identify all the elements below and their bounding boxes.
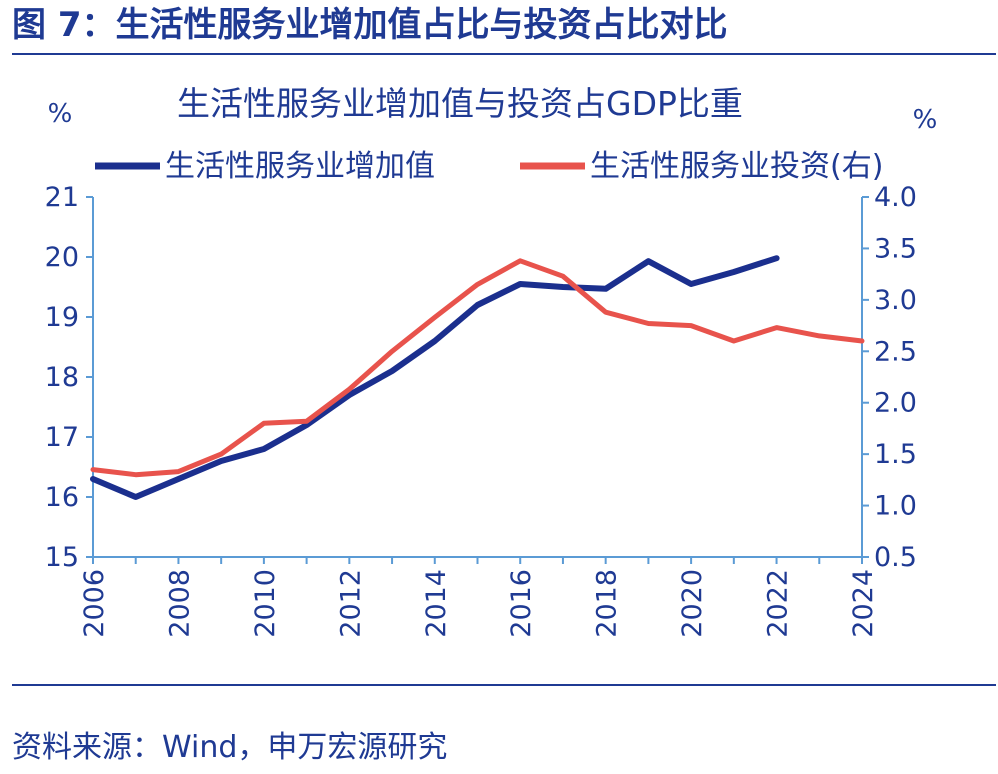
right-tick-label: 3.0 xyxy=(874,285,917,316)
right-tick-label: 0.5 xyxy=(874,542,917,573)
left-tick-label: 16 xyxy=(45,482,79,513)
series-lines xyxy=(90,255,865,500)
right-axis-unit: % xyxy=(913,105,938,135)
chart-title: 生活性服务业增加值与投资占GDP比重 xyxy=(177,84,743,123)
series-line-1 xyxy=(90,255,780,500)
x-tick-label: 2024 xyxy=(848,569,879,638)
left-tick-label: 18 xyxy=(45,362,79,393)
x-tick-label: 2018 xyxy=(592,569,623,638)
right-tick-label: 4.0 xyxy=(874,182,917,213)
left-tick-label: 21 xyxy=(45,182,79,213)
x-tick-label: 2012 xyxy=(335,569,366,638)
right-tick-label: 2.0 xyxy=(874,388,917,419)
legend: 生活性服务业增加值 生活性服务业投资(右) xyxy=(95,149,883,184)
right-tick-label: 2.5 xyxy=(874,336,917,367)
right-tick-label: 3.5 xyxy=(874,233,917,264)
bottom-rule xyxy=(12,684,996,686)
right-tick-label: 1.0 xyxy=(874,491,917,522)
x-tick-label: 2006 xyxy=(79,569,110,638)
left-tick-label: 20 xyxy=(45,242,79,273)
series-line-2 xyxy=(90,258,865,478)
right-tick-label: 1.5 xyxy=(874,439,917,470)
line-chart: 生活性服务业增加值与投资占GDP比重 % % 生活性服务业增加值 生活性服务业投… xyxy=(45,84,938,638)
x-tick-label: 2008 xyxy=(164,569,195,638)
left-tick-label: 19 xyxy=(45,302,79,333)
axes: 15 16 17 18 19 20 21 0.5 1.0 1.5 2.0 2.5 3.0 3.5 4.0 20… xyxy=(45,182,917,638)
top-rule xyxy=(12,53,996,55)
legend-label-series-2: 生活性服务业投资(右) xyxy=(590,149,883,184)
left-axis-unit: % xyxy=(48,99,73,129)
x-tick-label: 2010 xyxy=(250,569,281,638)
x-tick-label: 2020 xyxy=(677,569,708,638)
x-tick-label: 2016 xyxy=(506,569,537,638)
figure-title: 图 7：生活性服务业增加值占比与投资占比对比 xyxy=(12,5,728,45)
x-tick-label: 2022 xyxy=(763,569,794,638)
left-tick-label: 17 xyxy=(45,422,79,453)
source-note: 资料来源：Wind，申万宏源研究 xyxy=(12,730,448,765)
left-tick-label: 15 xyxy=(45,542,79,573)
x-tick-label: 2014 xyxy=(421,569,452,638)
legend-label-series-1: 生活性服务业增加值 xyxy=(165,149,435,184)
